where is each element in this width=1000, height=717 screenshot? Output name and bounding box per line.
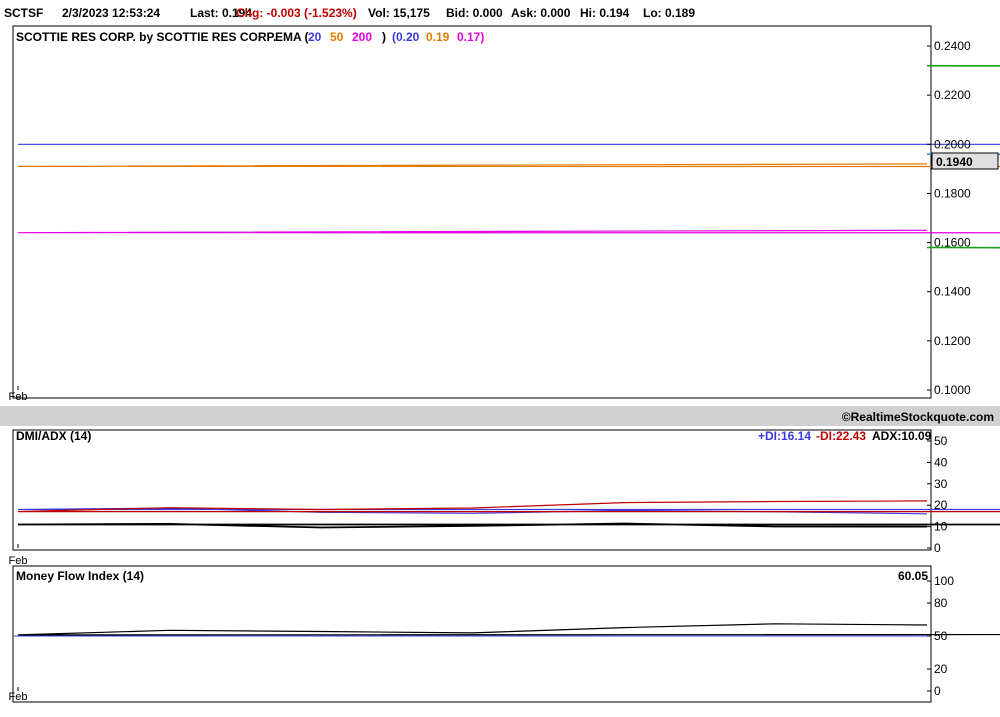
x-tick-label: Feb: [9, 691, 28, 703]
dmi-panel: 50 40 30 20 10 0 MarAprMayJunJulAugSepOctNovD…: [9, 429, 1000, 567]
last-price-box: [931, 152, 999, 170]
mfi-panel: 100 80 50 20 0 MarAprMayJunJulAugSepOctNovDe…: [9, 565, 1000, 703]
mfi-y-axis: 100 80 50 20 0: [927, 574, 954, 698]
x-tick-label: Feb: [9, 391, 28, 403]
y-tick-label: 0: [934, 684, 941, 698]
header-ask: Ask: 0.000: [511, 6, 571, 20]
dmi-panel-frame: [12, 429, 932, 551]
dmi-x-axis: MarAprMayJunJulAugSepOctNovDec23Feb: [9, 544, 28, 567]
y-tick-label: 10: [934, 520, 948, 534]
dmi-title: DMI/ADX (14): [16, 429, 91, 443]
y-tick-label: 0.1400: [934, 285, 971, 299]
chart-title: SCOTTIE RES CORP. by SCOTTIE RES CORP.: [16, 30, 276, 44]
y-tick-label: 50: [934, 629, 948, 643]
price-panel: 0.2400 0.2200 0.2000 0.1800 0.1600 0.1400 0.12…: [9, 25, 1000, 403]
price-y-axis: 0.2400 0.2200 0.2000 0.1800 0.1600 0.1400 0.12…: [927, 39, 971, 397]
y-tick-label: 0.2200: [934, 88, 971, 102]
header-change: Chg: -0.003 (-1.523%): [236, 6, 357, 20]
y-tick-label: 0.2400: [934, 39, 971, 53]
ema-value-20: (0.20: [392, 30, 420, 44]
ema-value-200: 0.17): [457, 30, 484, 44]
watermark-bar: [0, 406, 1000, 426]
y-tick-label: 0.1200: [934, 334, 971, 348]
watermark-banner: ©RealtimeStockquote.com: [0, 406, 1000, 426]
y-tick-label: 0.1800: [934, 186, 971, 200]
price-x-axis: MarAprMayJunJulAugSepOctNovDec23Feb: [9, 386, 28, 403]
ema-value-50: 0.19: [426, 30, 450, 44]
ema-period-50: 50: [330, 30, 344, 44]
watermark-text: ©RealtimeStockquote.com: [842, 410, 994, 424]
mfi-x-axis: MarAprMayJunJulAugSepOctNovDec23Feb: [9, 687, 28, 703]
y-tick-label: 80: [934, 596, 948, 610]
x-tick-label: Feb: [9, 555, 28, 567]
dmi-readouts: +DI:16.14 -DI:22.43 ADX:10.09: [758, 429, 932, 443]
mfi-readout: 60.05: [898, 569, 928, 583]
mfi-title: Money Flow Index (14): [16, 569, 144, 583]
y-tick-label: 20: [934, 662, 948, 676]
minus-di-readout: -DI:22.43: [816, 429, 866, 443]
ema200-line: [17, 229, 1000, 234]
ema-period-200: 200: [352, 30, 372, 44]
dmi-y-axis: 50 40 30 20 10 0: [927, 434, 948, 555]
ema-period-20: 20: [308, 30, 322, 44]
price-panel-frame: [12, 25, 932, 399]
mfi-panel-frame: [12, 565, 932, 703]
ema-legend-close: ): [382, 30, 386, 44]
header-high: Hi: 0.194: [580, 6, 630, 20]
y-tick-label: 40: [934, 455, 948, 469]
y-tick-label: 50: [934, 434, 948, 448]
header-bid: Bid: 0.000: [446, 6, 503, 20]
quote-header: SCTSF 2/3/2023 12:53:24 Last: 0.194 Chg:…: [4, 6, 695, 20]
y-tick-label: 30: [934, 477, 948, 491]
header-volume: Vol: 15,175: [368, 6, 430, 20]
ema-lines: [17, 143, 1000, 234]
price-legend: SCOTTIE RES CORP. by SCOTTIE RES CORP. E…: [16, 30, 484, 44]
y-tick-label: 20: [934, 498, 948, 512]
ema-legend-prefix: EMA (: [275, 30, 309, 44]
y-tick-label: 100: [934, 574, 954, 588]
header-symbol: SCTSF: [4, 6, 43, 20]
y-tick-label: 0.2000: [934, 137, 971, 151]
y-tick-label: 0: [934, 541, 941, 555]
header-last: Last: 0.194: [190, 6, 252, 20]
last-price-marker: 0.1940: [931, 152, 999, 170]
adx-readout: ADX:10.09: [872, 429, 932, 443]
header-low: Lo: 0.189: [643, 6, 695, 20]
y-tick-label: 0.1000: [934, 383, 971, 397]
header-datetime: 2/3/2023 12:53:24: [62, 6, 160, 20]
last-price-label: 0.1940: [936, 155, 973, 169]
plus-di-readout: +DI:16.14: [758, 429, 811, 443]
y-tick-label: 0.1600: [934, 236, 971, 250]
